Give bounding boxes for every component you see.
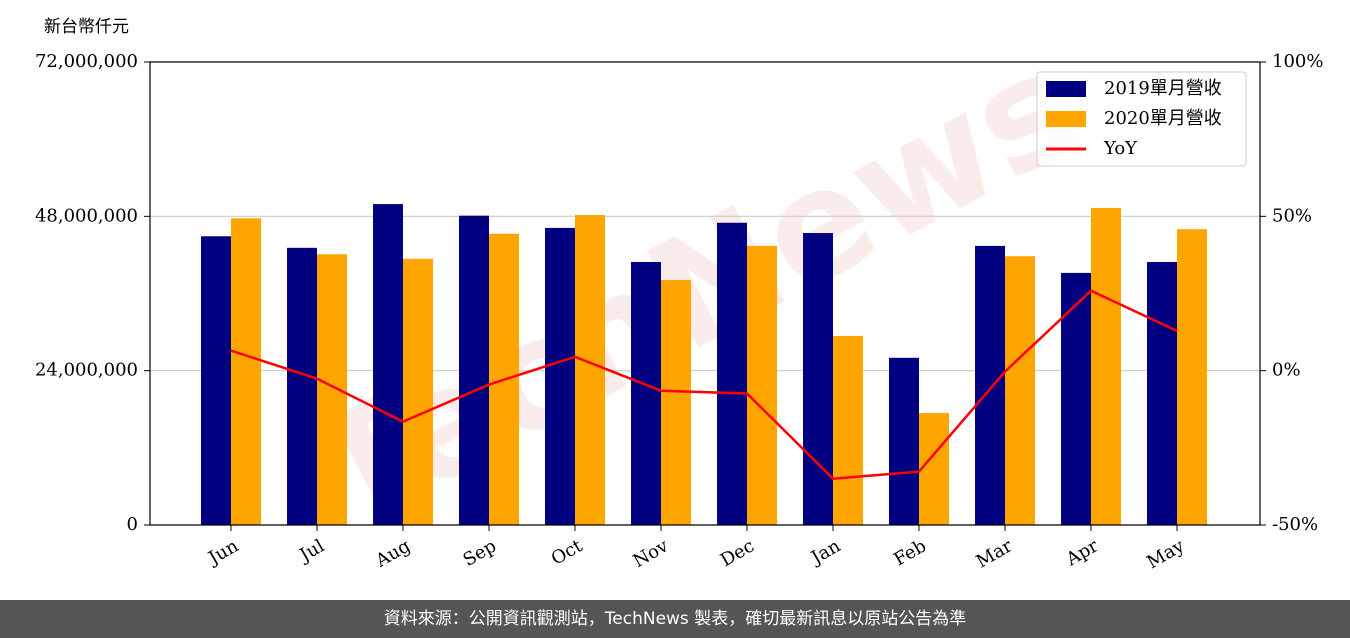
x-tick-label: Jul [294, 535, 328, 567]
x-tick-label: Sep [460, 535, 500, 570]
bar [1061, 272, 1091, 525]
y2-tick-label: -50% [1272, 514, 1318, 535]
legend-box [1036, 71, 1247, 167]
bar [889, 357, 919, 525]
bar [747, 245, 777, 526]
x-tick-label: May [1143, 535, 1188, 573]
bar [459, 215, 489, 525]
bar [661, 279, 691, 525]
y2-tick-label: 100% [1272, 51, 1323, 72]
x-tick-label: Jun [203, 535, 242, 570]
y-tick-label: 0 [127, 514, 138, 535]
bar [1177, 229, 1207, 525]
y2-tick-label: 0% [1272, 360, 1301, 381]
bar [1091, 207, 1121, 525]
x-tick-label: Jan [806, 535, 844, 569]
x-tick-label: Mar [973, 535, 1017, 572]
bar [717, 222, 747, 525]
bar [287, 247, 317, 525]
y2-tick-label: 50% [1272, 205, 1312, 226]
y-tick-label: 48,000,000 [35, 205, 138, 226]
bar [1147, 261, 1177, 525]
bar [403, 258, 433, 525]
bar [1005, 256, 1035, 525]
chart: 新台幣仟元 TechNews 024,000,00048,000,00072,0… [35, 17, 1324, 573]
bar [803, 233, 833, 525]
bar [201, 236, 231, 525]
y-tick-label: 72,000,000 [35, 51, 138, 72]
plot-frame [149, 61, 1261, 526]
x-tick-label: Dec [717, 535, 758, 571]
x-tick-label: Feb [890, 535, 930, 570]
legend-label: YoY [1103, 138, 1138, 159]
bar [373, 204, 403, 525]
bar [317, 254, 347, 525]
bar [919, 413, 949, 525]
legend-swatch [1046, 111, 1086, 127]
legend-label: 2019單月營收 [1104, 78, 1222, 99]
legend: 2019單月營收 2020單月營收 YoY [1036, 71, 1247, 167]
y-axis-label: 新台幣仟元 [44, 17, 129, 37]
bar [231, 218, 261, 525]
bar [975, 245, 1005, 526]
x-tick-label: Apr [1062, 535, 1102, 570]
bar [631, 261, 661, 525]
x-tick-label: Oct [548, 535, 587, 570]
bar [833, 335, 863, 525]
footer: 資料來源：公開資訊觀測站，TechNews 製表，確切最新訊息以原站公告為準 [0, 600, 1350, 638]
x-tick-label: Nov [630, 535, 673, 572]
bar [575, 215, 605, 525]
y-tick-label: 24,000,000 [35, 360, 138, 381]
legend-swatch [1046, 81, 1086, 97]
legend-label: 2020單月營收 [1104, 108, 1222, 129]
yoy-line [230, 289, 1178, 480]
bar [545, 227, 575, 526]
